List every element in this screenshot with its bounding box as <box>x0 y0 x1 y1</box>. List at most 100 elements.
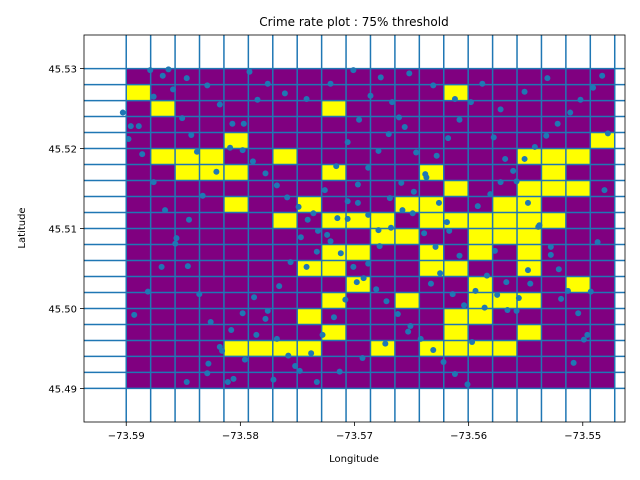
cell-low <box>468 68 494 86</box>
crime-point <box>227 144 234 151</box>
crime-point <box>239 310 246 317</box>
cell-low <box>565 132 591 150</box>
cell-low <box>370 324 396 341</box>
crime-point <box>601 187 608 194</box>
crime-point <box>184 263 191 270</box>
crime-point <box>456 116 463 123</box>
cell-low <box>223 68 249 86</box>
cell-low <box>492 116 518 134</box>
y-tick-label: 45.52 <box>48 145 77 156</box>
crime-point <box>367 92 374 99</box>
crime-point <box>158 263 165 270</box>
cell-high <box>199 148 225 166</box>
cell-low <box>126 372 152 389</box>
cell-high <box>541 148 567 166</box>
cell-low <box>590 164 616 182</box>
cell-low <box>248 132 274 150</box>
crime-point <box>554 120 561 127</box>
cell-low <box>492 244 518 261</box>
crime-point <box>401 123 408 130</box>
cell-low <box>272 260 298 277</box>
crime-point <box>183 75 190 82</box>
crime-point <box>504 307 511 314</box>
crime-point <box>464 381 471 388</box>
cell-low <box>223 292 249 309</box>
crime-point <box>543 132 550 139</box>
cell-high <box>443 84 469 102</box>
cell-low <box>223 180 249 198</box>
cell-low <box>297 100 323 118</box>
cell-low <box>126 132 152 150</box>
cell-low <box>248 260 274 277</box>
cell-low <box>175 324 200 341</box>
y-axis-label: Latitude <box>17 207 28 248</box>
cell-high <box>199 164 225 182</box>
cell-low <box>199 308 225 325</box>
cell-high <box>150 148 176 166</box>
cell-low <box>541 228 567 245</box>
cell-low <box>248 228 274 245</box>
cell-low <box>199 116 225 134</box>
cell-low <box>321 356 347 373</box>
cell-low <box>297 116 323 134</box>
crime-point <box>144 288 151 295</box>
cell-low <box>272 356 298 373</box>
cell-low <box>321 276 347 293</box>
cell-low <box>272 228 298 245</box>
cell-low <box>126 260 152 277</box>
cell-low <box>492 100 518 118</box>
x-tick-label: −73.56 <box>450 431 487 442</box>
cell-high <box>321 260 347 277</box>
cell-low <box>248 212 274 229</box>
cell-low <box>565 340 591 357</box>
cell-low <box>517 100 542 118</box>
cell-high <box>443 308 469 325</box>
cell-low <box>297 180 323 198</box>
crime-point <box>333 163 340 170</box>
cell-high <box>443 260 469 277</box>
crime-point <box>398 179 405 186</box>
cell-high <box>468 292 494 309</box>
cell-low <box>346 164 371 182</box>
crime-points <box>119 66 611 388</box>
crime-point <box>188 131 195 138</box>
cell-low <box>175 228 200 245</box>
cell-low <box>443 148 469 166</box>
cell-high <box>297 308 323 325</box>
crime-point <box>604 130 611 137</box>
crime-point <box>127 123 134 130</box>
crime-point <box>228 327 235 334</box>
crime-point <box>456 252 463 259</box>
cell-low <box>126 324 152 341</box>
cell-low <box>565 116 591 134</box>
cell-low <box>590 116 616 134</box>
crime-point <box>284 194 291 201</box>
cell-high <box>321 324 347 341</box>
crime-point <box>524 267 531 274</box>
cell-low <box>394 260 420 277</box>
crime-point <box>264 307 271 314</box>
cell-high <box>565 276 591 293</box>
cell-high <box>297 196 323 214</box>
cell-low <box>150 308 176 325</box>
cell-high <box>468 276 494 293</box>
crime-point <box>461 302 468 309</box>
crime-point <box>295 203 302 210</box>
cell-high <box>468 212 494 229</box>
cell-low <box>394 132 420 150</box>
cell-low <box>248 196 274 214</box>
crime-point <box>344 139 351 146</box>
crime-point <box>385 131 392 138</box>
cell-high <box>517 180 542 198</box>
crime-point <box>467 99 474 106</box>
cell-high <box>272 340 298 357</box>
crime-point <box>246 68 253 75</box>
cell-low <box>541 276 567 293</box>
crime-point <box>521 155 528 162</box>
cell-low <box>272 308 298 325</box>
cell-low <box>126 148 152 166</box>
cell-high <box>394 228 420 245</box>
cell-low <box>565 212 591 229</box>
crime-point <box>303 95 310 102</box>
cell-low <box>468 132 494 150</box>
